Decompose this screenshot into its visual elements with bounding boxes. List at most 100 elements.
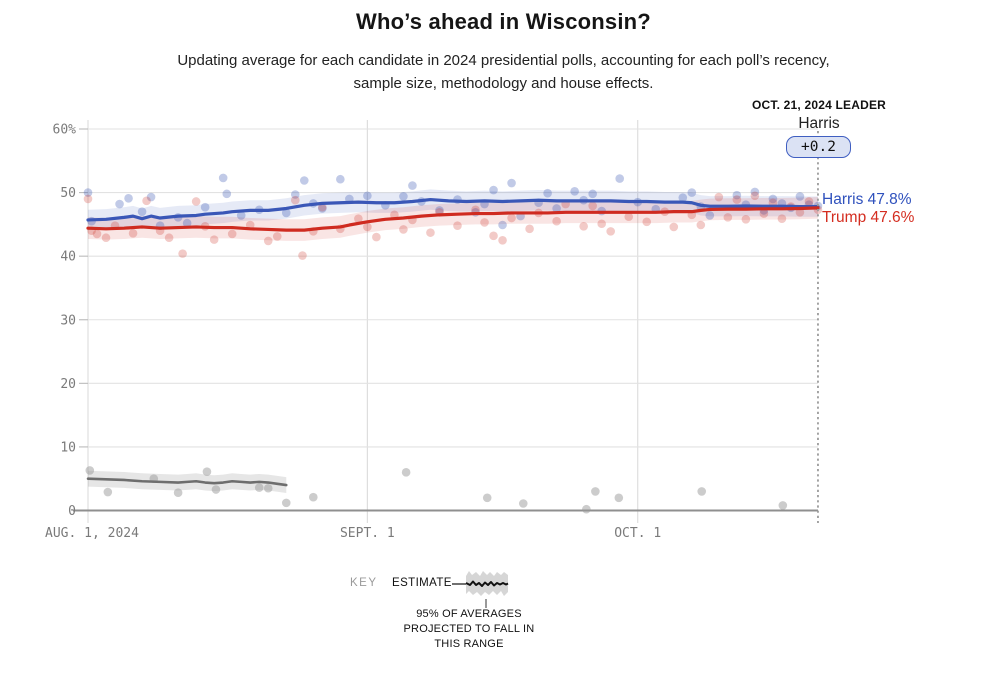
trump-poll-dot [83, 194, 93, 204]
harris-end-label: Harris 47.8% [822, 191, 912, 208]
trump-poll-dot [552, 216, 561, 226]
harris-poll-dot [218, 173, 228, 183]
trump-poll-dot [579, 221, 588, 231]
x-tick-label: SEPT. 1 [340, 526, 395, 541]
harris-poll-dot [615, 174, 625, 183]
trump-poll-dot [290, 195, 300, 205]
trump-poll-dot [453, 221, 462, 230]
harris-poll-dot [705, 211, 715, 220]
trump-poll-dot [489, 231, 498, 241]
other-poll-dot [281, 498, 291, 508]
harris-poll-dot [236, 211, 246, 220]
trump-poll-dot [92, 229, 102, 239]
trump-poll-dot [804, 197, 814, 206]
harris-poll-dot [200, 202, 210, 212]
trump-poll-dot [732, 195, 742, 204]
uncertainty-bands [88, 189, 818, 494]
other-poll-dot [482, 493, 492, 503]
harris-poll-dot [489, 185, 498, 195]
trump-average-line [86, 206, 820, 232]
harris-poll-dot [124, 194, 133, 203]
harris-poll-dot [299, 176, 309, 185]
trump-poll-dot [777, 214, 787, 223]
other-poll-dot [582, 504, 591, 514]
leader-heading: OCT. 21, 2024 LEADER [751, 98, 887, 112]
harris-poll-dot [687, 188, 697, 197]
key-note-line-1: 95% OF AVERAGES [416, 608, 522, 620]
trump-poll-dot [696, 220, 706, 230]
trump-poll-dot [263, 236, 273, 246]
y-tick-label: 60% [53, 123, 77, 138]
harris-poll-dot [222, 189, 232, 199]
harris-poll-dot [498, 220, 507, 230]
harris-poll-dot [588, 189, 597, 199]
trump-poll-dot [723, 213, 733, 222]
trump-poll-dot [480, 218, 489, 227]
trump-poll-dot [606, 227, 615, 236]
key-note-line-3: THIS RANGE [434, 638, 504, 650]
harris-average-line [86, 197, 820, 222]
trump-end-label: Trump 47.6% [822, 209, 915, 226]
trump-poll-dot [642, 217, 652, 227]
harris-poll-dot [182, 218, 192, 228]
harris-poll-dot [363, 191, 372, 201]
leader-margin-badge: +0.2 [786, 136, 851, 158]
other-poll-dot [591, 487, 600, 496]
harris-poll-dot [795, 192, 805, 201]
other-poll-dot [614, 493, 624, 503]
other-poll-dot [263, 483, 273, 493]
trump-poll-dot [209, 235, 219, 244]
trump-poll-dot [101, 233, 111, 243]
x-tick-label: AUG. 1, 2024 [45, 526, 139, 541]
trump-poll-dot [669, 222, 679, 232]
key-note: 95% OF AVERAGES PROJECTED TO FALL IN THI… [369, 607, 569, 652]
trump-poll-dot [741, 214, 751, 224]
harris-poll-dot [137, 207, 147, 216]
trump-poll-dot [588, 201, 597, 211]
trump-poll-dot [191, 197, 201, 206]
other-average-line [86, 477, 288, 487]
trump-poll-dot [795, 207, 805, 217]
harris-poll-dot [543, 188, 552, 198]
harris-poll-dot [399, 192, 408, 201]
subtitle-line-1: Updating average for each candidate in 2… [177, 52, 830, 69]
other-poll-dot [518, 499, 528, 508]
trump-poll-dot [426, 228, 435, 237]
y-tick-label: 40 [60, 250, 76, 265]
trump-poll-dot [498, 235, 507, 245]
harris-poll-dot [115, 199, 124, 209]
harris-poll-dot [552, 204, 561, 213]
harris-poll-dot [290, 190, 300, 199]
harris-poll-dot [570, 187, 579, 196]
key-estimate-line [465, 580, 509, 587]
trump-poll-dot [363, 222, 372, 232]
key-estimate-label: ESTIMATE [392, 577, 452, 589]
trump-poll-dot [372, 232, 381, 242]
harris-band [88, 189, 818, 231]
other-poll-dot [254, 483, 264, 492]
harris-poll-dot [435, 206, 444, 215]
key-label: KEY [350, 577, 378, 589]
harris-poll-dot [336, 174, 345, 184]
other-poll-dot [173, 488, 183, 497]
key-note-line-2: PROJECTED TO FALL IN [403, 623, 535, 635]
trump-poll-dot [597, 219, 606, 229]
harris-poll-dot [732, 190, 742, 200]
y-tick-label: 20 [60, 377, 76, 392]
other-poll-dot [103, 487, 113, 497]
other-poll-dot [85, 466, 95, 475]
other-poll-dot [309, 492, 318, 502]
trump-poll-dot [624, 212, 634, 222]
y-tick-label: 50 [60, 186, 76, 201]
harris-poll-dot [83, 188, 93, 197]
leader-name: Harris [798, 115, 840, 132]
trump-poll-dot [298, 251, 307, 260]
harris-poll-dot [146, 192, 156, 202]
trump-poll-dot [507, 213, 516, 223]
subtitle-line-2: sample size, methodology and house effec… [353, 75, 654, 92]
trump-poll-dot [128, 228, 138, 238]
x-axis-labels: AUG. 1, 2024 SEPT. 1 OCT. 1 [45, 526, 661, 541]
y-tick-label: 0 [68, 504, 76, 519]
trump-poll-dot [399, 225, 408, 234]
